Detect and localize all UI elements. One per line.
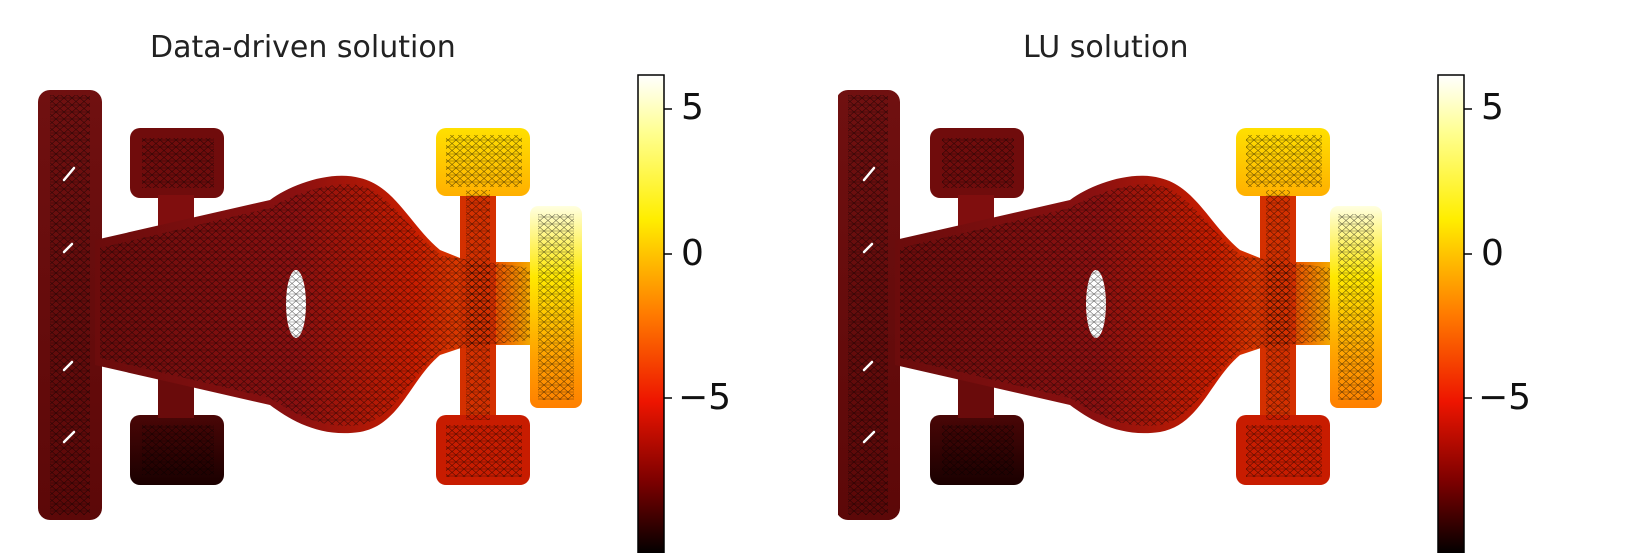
colorbar-tick-label: −5 [1478,377,1532,418]
colorbar-ticks [664,108,672,399]
colorbar-tick-label: 0 [681,233,704,274]
white-streaks [62,166,76,444]
panel-title: LU solution [1023,30,1189,65]
colorbar-tick-label: 5 [1481,87,1504,128]
white-streaks [862,166,876,444]
colorbar [637,74,665,553]
colorbar [1437,74,1465,553]
panel-data-driven: Data-driven solution [38,30,732,553]
panel-lu: LU solution [838,0,1646,553]
colorbar-tick-label: −5 [678,377,732,418]
colorbar-tick-label: 5 [681,87,704,128]
mesh-overlay [848,95,1374,515]
colorbar-ticks [1464,108,1472,399]
colorbar-tick-label: 0 [1481,233,1504,274]
panel-title: Data-driven solution [150,30,456,65]
mesh-overlay [50,95,574,515]
heat-map-plot [38,74,672,553]
heat-map-plot [838,74,1472,553]
